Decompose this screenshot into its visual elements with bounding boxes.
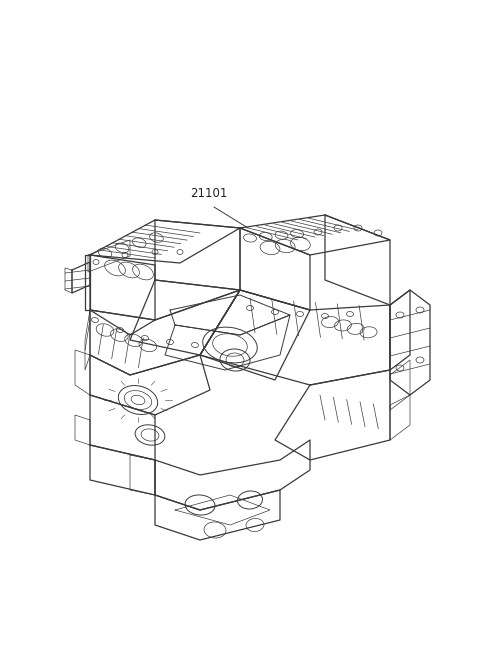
Text: 21101: 21101: [190, 187, 228, 200]
